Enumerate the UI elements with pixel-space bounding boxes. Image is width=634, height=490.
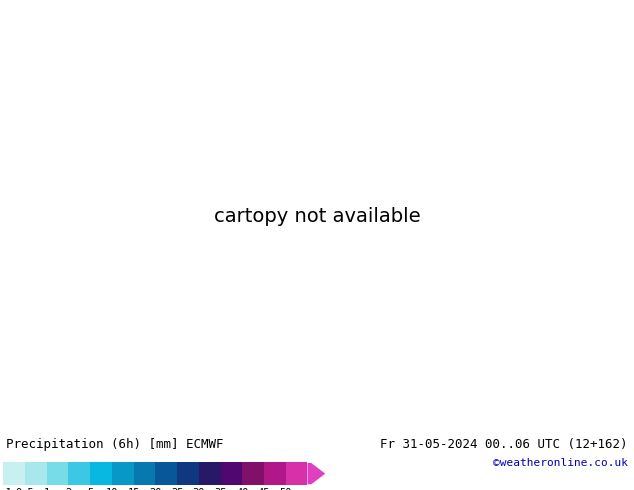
Bar (90, 462, 112, 486)
Bar (68, 462, 90, 486)
Text: 45: 45 (258, 488, 270, 490)
Text: 25: 25 (171, 488, 183, 490)
Text: 1: 1 (44, 488, 50, 490)
Text: 20: 20 (149, 488, 162, 490)
Text: Precipitation (6h) [mm] ECMWF: Precipitation (6h) [mm] ECMWF (6, 438, 224, 451)
Bar (155, 462, 177, 486)
Text: 0.5: 0.5 (15, 488, 34, 490)
Text: 2: 2 (65, 488, 72, 490)
Text: 30: 30 (193, 488, 205, 490)
FancyArrow shape (307, 463, 325, 484)
Bar (112, 462, 134, 486)
Bar (221, 462, 242, 486)
Text: cartopy not available: cartopy not available (214, 207, 420, 226)
Text: 15: 15 (127, 488, 140, 490)
Bar (242, 462, 264, 486)
Text: Fr 31-05-2024 00..06 UTC (12+162): Fr 31-05-2024 00..06 UTC (12+162) (380, 438, 628, 451)
Bar (3, 462, 25, 486)
Bar (199, 462, 221, 486)
Text: 35: 35 (214, 488, 227, 490)
Text: ©weatheronline.co.uk: ©weatheronline.co.uk (493, 458, 628, 468)
Text: 5: 5 (87, 488, 93, 490)
Text: 40: 40 (236, 488, 249, 490)
Bar (264, 462, 286, 486)
Bar (134, 462, 155, 486)
Bar (286, 462, 307, 486)
Text: 0.1: 0.1 (0, 488, 13, 490)
Text: 50: 50 (280, 488, 292, 490)
Bar (177, 462, 199, 486)
Bar (25, 462, 47, 486)
Text: 10: 10 (106, 488, 118, 490)
Bar (47, 462, 68, 486)
